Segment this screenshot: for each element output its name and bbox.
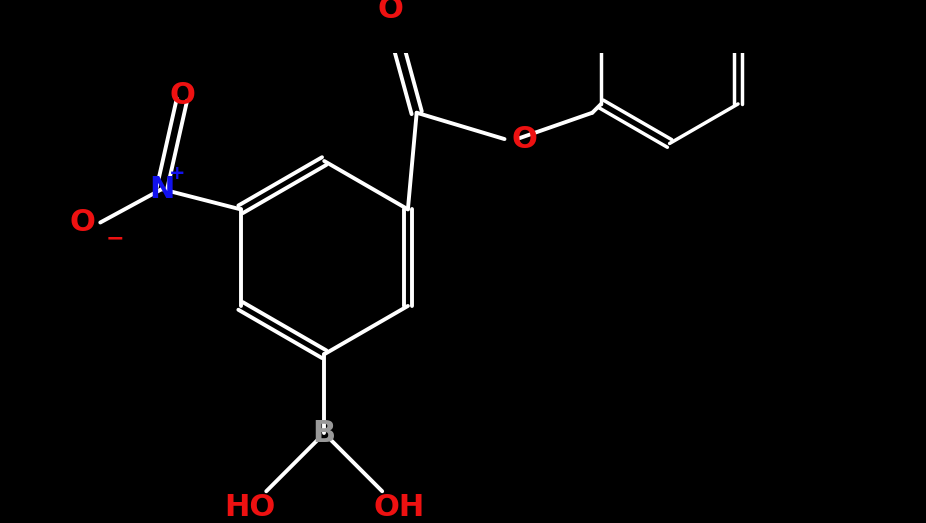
Text: B: B (313, 419, 336, 448)
Text: HO: HO (224, 494, 275, 522)
Text: +: + (169, 164, 186, 183)
Text: N: N (149, 175, 174, 203)
Text: OH: OH (373, 494, 424, 522)
Text: O: O (378, 0, 403, 24)
Text: −: − (106, 229, 124, 248)
Text: O: O (511, 124, 537, 154)
Text: O: O (70, 208, 96, 237)
Text: O: O (169, 81, 194, 110)
